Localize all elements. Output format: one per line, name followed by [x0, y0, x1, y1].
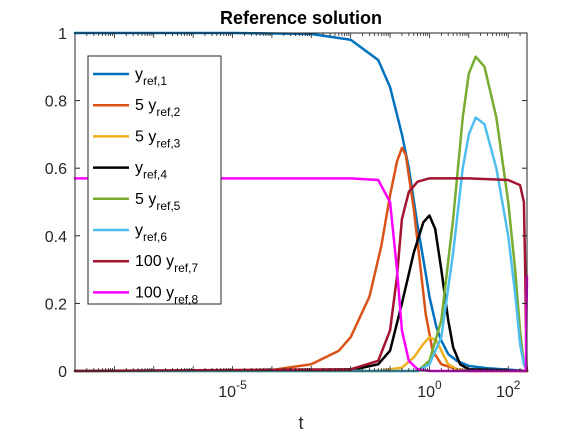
legend-subscript: ref,5: [156, 199, 180, 213]
legend-subscript: ref,3: [156, 136, 180, 150]
y-tick-label: 0.8: [45, 94, 67, 111]
legend-symbol: y: [135, 160, 143, 177]
series-line-6: [73, 116, 529, 373]
legend-symbol: y: [135, 66, 143, 83]
legend-entry-2: 5 yref,2: [135, 97, 181, 119]
y-tick-label: 0.2: [45, 296, 67, 313]
series-line-8: [73, 177, 529, 373]
legend-prefix: 100: [135, 284, 166, 301]
x-tick-label: 10-5: [218, 378, 247, 401]
legend-subscript: ref,4: [143, 168, 167, 182]
legend-subscript: ref,8: [174, 292, 198, 306]
legend-entry-1: yref,1: [135, 66, 167, 88]
series-line-3: [73, 335, 529, 373]
x-axis-label: t: [298, 413, 303, 433]
legend-symbol: y: [148, 191, 156, 208]
x-tick-exponent: -5: [236, 378, 247, 392]
legend-entry-3: 5 yref,3: [135, 128, 181, 150]
x-tick-label: 100: [417, 378, 442, 401]
legend-symbol: y: [166, 253, 174, 270]
legend-subscript: ref,7: [174, 261, 198, 275]
series-line-1: [73, 31, 529, 373]
legend-symbol: y: [148, 128, 156, 145]
legend-entry-8: 100 yref,8: [135, 284, 198, 306]
x-tick-base: 10: [218, 384, 236, 401]
x-tick-exponent: 2: [514, 378, 521, 392]
legend-subscript: ref,1: [143, 74, 167, 88]
legend-subscript: ref,2: [156, 105, 180, 119]
x-tick-base: 10: [417, 384, 435, 401]
series-line-5: [73, 55, 529, 373]
y-tick-label: 0: [58, 364, 67, 381]
legend-prefix: 5: [135, 191, 148, 208]
legend-prefix: 5: [135, 128, 148, 145]
legend-symbol: y: [148, 97, 156, 114]
legend-entry-5: 5 yref,5: [135, 191, 181, 213]
series-line-2: [73, 146, 529, 373]
series-line-4: [73, 214, 529, 373]
x-tick-label: 102: [496, 378, 521, 401]
legend-entry-7: 100 yref,7: [135, 253, 198, 275]
plot-frame: [74, 32, 528, 372]
y-tick-label: 0.6: [45, 161, 67, 178]
chart-title: Reference solution: [220, 8, 382, 28]
legend-symbol: y: [135, 222, 143, 239]
legend-subscript: ref,6: [143, 230, 167, 244]
x-tick-exponent: 0: [435, 378, 442, 392]
legend-prefix: 5: [135, 97, 148, 114]
legend-symbol: y: [166, 284, 174, 301]
legend-entry-6: yref,6: [135, 222, 167, 244]
y-tick-label: 0.4: [45, 229, 67, 246]
y-tick-label: 1: [58, 26, 67, 43]
x-tick-base: 10: [496, 384, 514, 401]
legend-box: [87, 55, 222, 305]
legend-prefix: 100: [135, 253, 166, 270]
legend-entry-4: yref,4: [135, 160, 167, 182]
